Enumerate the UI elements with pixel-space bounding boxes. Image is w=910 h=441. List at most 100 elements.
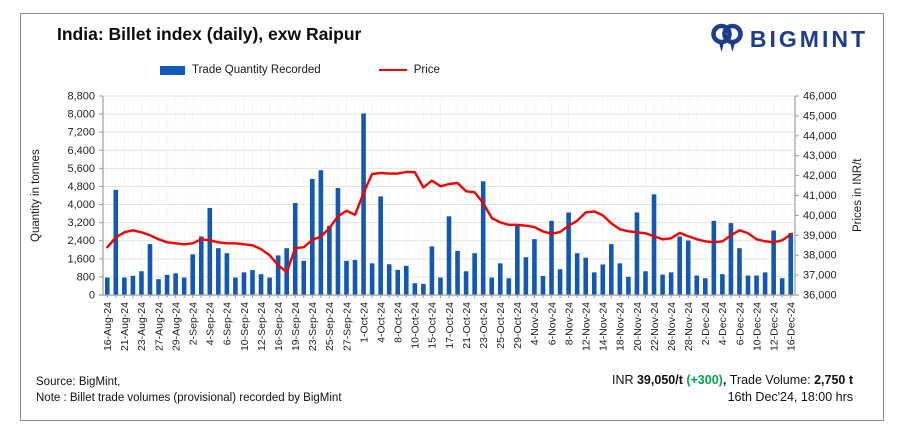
x-tick-label: 25-Sep-24: [324, 302, 336, 351]
x-tick-label: 2-Dec-24: [700, 302, 712, 345]
bar: [216, 248, 221, 295]
bar: [147, 244, 153, 295]
x-tick-label: 16-Sep-24: [273, 302, 285, 351]
bar: [130, 275, 136, 295]
bar: [745, 275, 751, 295]
bar: [651, 194, 657, 295]
x-tick-label: 10-Sep-24: [239, 302, 251, 351]
bar: [122, 277, 127, 295]
bar: [506, 278, 512, 295]
x-tick-label: 26-Nov-24: [666, 302, 678, 351]
bar: [181, 277, 187, 295]
bar: [258, 274, 264, 295]
bar: [677, 236, 682, 295]
price-value: 39,050/t: [636, 373, 687, 387]
bar: [156, 279, 161, 295]
y-left-tick-label: 7,200: [67, 127, 95, 139]
y-left-tick-label: 1,600: [67, 253, 95, 265]
line-series-swatch-icon: [378, 68, 407, 72]
y-left-tick-label: 3,200: [67, 217, 95, 229]
legend-item-price: Price: [378, 64, 440, 76]
y-right-tick-label: 38,000: [803, 250, 837, 262]
y-left-tick-label: 5,600: [67, 163, 95, 175]
bar: [378, 196, 383, 295]
y-right-tick-label: 37,000: [803, 270, 837, 282]
bar: [685, 240, 691, 295]
x-tick-label: 4-Nov-24: [529, 302, 541, 345]
bar: [250, 270, 255, 295]
bar: [310, 178, 315, 295]
x-tick-label: 23-Oct-24: [478, 302, 490, 349]
x-tick-label: 29-Aug-24: [170, 302, 182, 351]
bar: [643, 271, 648, 295]
bar: [634, 212, 640, 295]
x-tick-label: 12-Nov-24: [580, 302, 592, 351]
bar: [728, 223, 734, 295]
bar: [275, 255, 281, 295]
bar: [267, 277, 272, 295]
bar: [344, 260, 349, 295]
bar: [515, 224, 520, 295]
bar: [455, 250, 460, 295]
x-tick-label: 19-Sep-24: [290, 302, 302, 351]
bar: [540, 276, 546, 295]
x-tick-label: 21-Oct-24: [461, 302, 473, 349]
x-tick-label: 1-Oct-24: [358, 302, 370, 343]
y-right-tick-label: 36,000: [803, 290, 837, 302]
footer-price-summary: INR 39,050/t (+300), Trade Volume: 2,750…: [612, 372, 853, 405]
bar: [421, 283, 426, 295]
bar: [207, 207, 213, 295]
bar: [660, 274, 665, 295]
x-tick-label: 4-Dec-24: [717, 302, 729, 345]
x-tick-label: 25-Oct-24: [495, 302, 507, 349]
bar: [480, 181, 486, 295]
x-tick-label: 23-Aug-24: [136, 302, 148, 351]
bar: [327, 225, 332, 295]
y-right-tick-label: 43,000: [803, 150, 837, 162]
x-tick-label: 8-Oct-24: [393, 302, 405, 343]
volume-label: Trade Volume:: [729, 373, 815, 387]
price-line: [106, 170, 792, 274]
bar: [788, 232, 794, 295]
bigmint-logo-icon: [711, 23, 743, 52]
x-tick-label: 14-Nov-24: [598, 302, 610, 351]
bar: [702, 278, 708, 295]
y-left-tick-label: 2,400: [67, 235, 95, 247]
y-right-tick-label: 40,000: [803, 210, 837, 222]
bar: [694, 275, 700, 295]
bar: [532, 239, 537, 295]
page-title: India: Billet index (daily), exw Raipur: [57, 24, 362, 44]
bar: [190, 254, 196, 295]
bar: [438, 277, 443, 295]
y-left-tick-label: 8,000: [67, 109, 95, 121]
legend-label-quantity: Trade Quantity Recorded: [192, 64, 321, 76]
bar: [463, 271, 469, 295]
chart-card: [20, 13, 884, 421]
bar: [361, 113, 366, 295]
bar: [104, 277, 110, 295]
y-left-tick-label: 8,800: [67, 91, 95, 103]
bar: [557, 269, 563, 295]
volume-value: 2,750 t: [814, 373, 853, 387]
bar: [472, 253, 477, 295]
legend-item-quantity: Trade Quantity Recorded: [160, 64, 321, 76]
bar: [403, 265, 409, 295]
bar: [754, 275, 759, 295]
bar: [626, 276, 631, 295]
bar: [429, 246, 435, 295]
bar: [489, 277, 495, 295]
source-text: Source: BigMint,: [36, 376, 121, 388]
bar: [711, 220, 717, 295]
x-tick-label: 29-Oct-24: [512, 302, 524, 349]
bar: [574, 253, 580, 295]
plot-area: 0 800 1,600 2,400 3,200 4,000 4,800 5,600 6,400 7…: [67, 91, 836, 352]
y-right-tick-label: 39,000: [803, 230, 837, 242]
y-right-tick-label: 41,000: [803, 190, 837, 202]
x-tick-label: 10-Oct-24: [410, 302, 422, 349]
bar: [549, 220, 554, 295]
bar: [352, 259, 358, 295]
x-tick-label: 12-Dec-24: [768, 302, 780, 351]
bar: [720, 274, 725, 295]
bar: [609, 244, 614, 295]
x-tick-label: 28-Nov-24: [683, 302, 695, 351]
